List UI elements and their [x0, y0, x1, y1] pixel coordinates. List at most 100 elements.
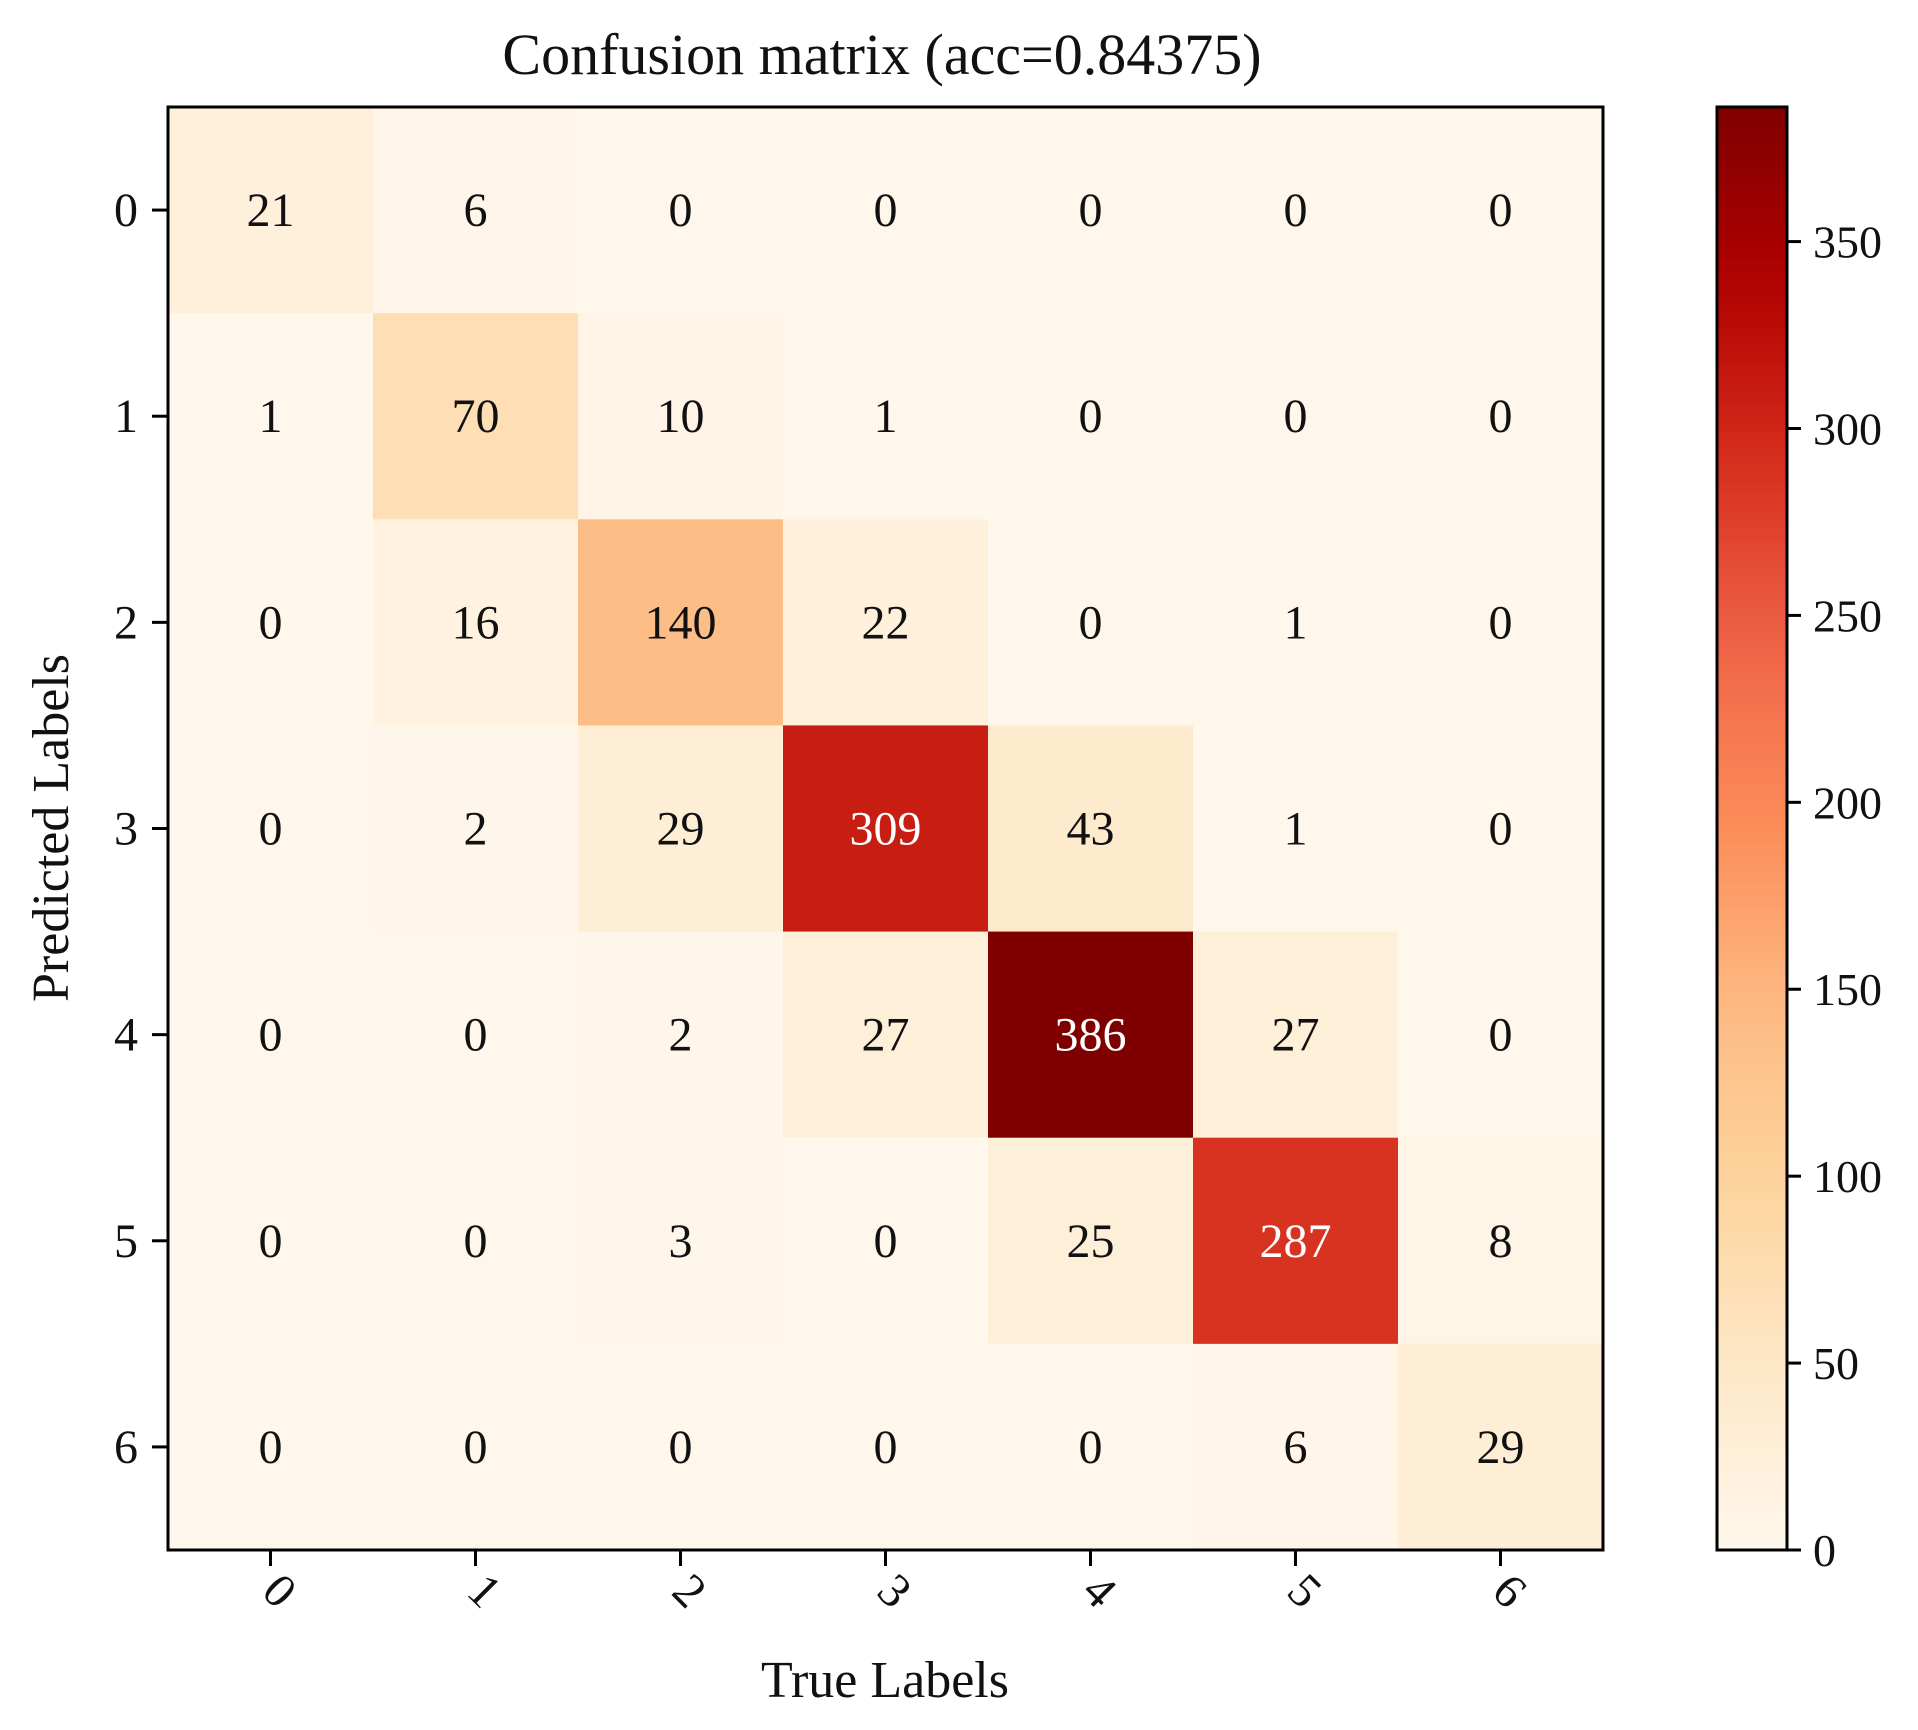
heatmap-cell-r5-c6 [1398, 1137, 1604, 1345]
colorbar-tick-label-150: 150 [1813, 964, 1882, 1015]
heatmap-cell-r0-c2 [578, 107, 784, 314]
heatmap-cell-r3-c4 [988, 725, 1194, 933]
cell-value-r5-c2: 3 [669, 1215, 693, 1268]
cell-value-r4-c2: 2 [669, 1009, 693, 1062]
chart-title: Confusion matrix (acc=0.84375) [502, 22, 1261, 87]
cell-value-r5-c5: 287 [1260, 1215, 1332, 1268]
heatmap-cell-r2-c2 [578, 519, 784, 726]
heatmap-cell-r6-c4 [988, 1343, 1194, 1551]
cell-value-r5-c6: 8 [1489, 1215, 1513, 1268]
y-tick-label-6: 6 [114, 1421, 138, 1474]
heatmap-cell-r0-c6 [1398, 107, 1604, 314]
y-axis-label: Predicted Labels [23, 654, 80, 1002]
cell-value-r3-c6: 0 [1489, 803, 1513, 856]
x-axis-label: True Labels [761, 1652, 1009, 1709]
cell-value-r4-c0: 0 [259, 1009, 283, 1062]
cell-value-r2-c5: 1 [1284, 596, 1308, 649]
cell-value-r0-c5: 0 [1284, 184, 1308, 237]
heatmap-cell-r3-c0 [168, 725, 374, 933]
cell-value-r1-c5: 0 [1284, 390, 1308, 443]
y-tick-label-0: 0 [114, 184, 138, 237]
cell-value-r0-c6: 0 [1489, 184, 1513, 237]
heatmap-cell-r1-c5 [1193, 313, 1399, 520]
colorbar-ticks: 0 50 100 150 200 250 300 350 [1787, 217, 1882, 1576]
heatmap-cell-r0-c3 [783, 107, 989, 314]
heatmap-cell-r3-c1 [373, 725, 579, 933]
cell-value-r6-c2: 0 [669, 1421, 693, 1474]
heatmap-cell-r2-c4 [988, 519, 1194, 726]
heatmap-cell-r4-c3 [783, 931, 989, 1139]
x-tick-label-1: 1 [457, 1564, 511, 1618]
y-tick-label-5: 5 [114, 1215, 138, 1268]
x-tick-label-5: 5 [1277, 1564, 1331, 1618]
cell-value-r1-c2: 10 [657, 390, 705, 443]
x-tick-label-0: 0 [252, 1564, 306, 1618]
heatmap-cell-r1-c6 [1398, 313, 1604, 520]
cell-value-r6-c1: 0 [464, 1421, 488, 1474]
cell-value-r6-c4: 0 [1079, 1421, 1103, 1474]
colorbar-tick-label-350: 350 [1813, 217, 1882, 268]
heatmap-cell-r6-c5 [1193, 1343, 1399, 1551]
x-tick-label-3: 3 [867, 1564, 921, 1618]
x-tick-label-4: 4 [1072, 1564, 1126, 1618]
heatmap-cell-r1-c4 [988, 313, 1194, 520]
cell-value-r4-c3: 27 [862, 1009, 910, 1062]
heatmap-cell-r5-c2 [578, 1137, 784, 1345]
y-tick-label-2: 2 [114, 596, 138, 649]
cell-value-r2-c4: 0 [1079, 596, 1103, 649]
heatmap-cell-r0-c4 [988, 107, 1194, 314]
heatmap-cell-r2-c1 [373, 519, 579, 726]
colorbar-tick-label-300: 300 [1813, 403, 1882, 454]
cell-value-r6-c0: 0 [259, 1421, 283, 1474]
heatmap-cell-r6-c0 [168, 1343, 374, 1551]
heatmap-cell-r5-c4 [988, 1137, 1194, 1345]
cell-value-r3-c3: 309 [850, 803, 922, 856]
heatmap-cell-r2-c6 [1398, 519, 1604, 726]
heatmap-cell-r1-c3 [783, 313, 989, 520]
heatmap-cell-r5-c1 [373, 1137, 579, 1345]
cell-value-r2-c2: 140 [645, 596, 717, 649]
cell-value-r5-c3: 0 [874, 1215, 898, 1268]
cell-value-r0-c2: 0 [669, 184, 693, 237]
cell-value-r1-c3: 1 [874, 390, 898, 443]
cell-value-r2-c1: 16 [452, 596, 500, 649]
heatmap-cell-r5-c3 [783, 1137, 989, 1345]
y-tick-label-1: 1 [114, 390, 138, 443]
colorbar-tick-label-100: 100 [1813, 1151, 1882, 1202]
heatmap-cell-r6-c1 [373, 1343, 579, 1551]
heatmap-cell-r3-c3 [783, 725, 989, 933]
cell-value-r1-c4: 0 [1079, 390, 1103, 443]
cell-value-r5-c1: 0 [464, 1215, 488, 1268]
heatmap-cell-r3-c2 [578, 725, 784, 933]
cell-value-r3-c1: 2 [464, 803, 488, 856]
cell-value-r0-c1: 6 [464, 184, 488, 237]
heatmap-cell-r3-c5 [1193, 725, 1399, 933]
heatmap-cell-r4-c6 [1398, 931, 1604, 1139]
cell-value-r3-c2: 29 [657, 803, 705, 856]
x-tick-label-6: 6 [1482, 1564, 1536, 1618]
cell-value-r4-c6: 0 [1489, 1009, 1513, 1062]
cell-value-r2-c6: 0 [1489, 596, 1513, 649]
cell-value-r5-c4: 25 [1067, 1215, 1115, 1268]
colorbar-tick-label-0: 0 [1813, 1525, 1836, 1576]
colorbar-tick-label-200: 200 [1813, 777, 1882, 828]
heatmap-cell-r6-c6 [1398, 1343, 1604, 1551]
heatmap-cell-r5-c5 [1193, 1137, 1399, 1345]
y-tick-label-3: 3 [114, 803, 138, 856]
cell-value-r1-c0: 1 [259, 390, 283, 443]
heatmap-cells [168, 107, 1604, 1551]
x-tick-label-2: 2 [662, 1564, 716, 1618]
heatmap-cell-r5-c0 [168, 1137, 374, 1345]
cell-value-labels: 21 6 0 0 0 0 01 70 10 1 0 0 00 16 140 22 0 1 00 2 29 309 43 1 00… [247, 184, 1525, 1474]
heatmap-cell-r1-c0 [168, 313, 374, 520]
cell-value-r0-c0: 21 [247, 184, 295, 237]
cell-value-r4-c5: 27 [1272, 1009, 1320, 1062]
heatmap-cell-r1-c1 [373, 313, 579, 520]
cell-value-r1-c1: 70 [452, 390, 500, 443]
colorbar-tick-label-250: 250 [1813, 590, 1882, 641]
heatmap-cell-r0-c1 [373, 107, 579, 314]
heatmap-cell-r2-c0 [168, 519, 374, 726]
cell-value-r5-c0: 0 [259, 1215, 283, 1268]
cell-value-r4-c1: 0 [464, 1009, 488, 1062]
